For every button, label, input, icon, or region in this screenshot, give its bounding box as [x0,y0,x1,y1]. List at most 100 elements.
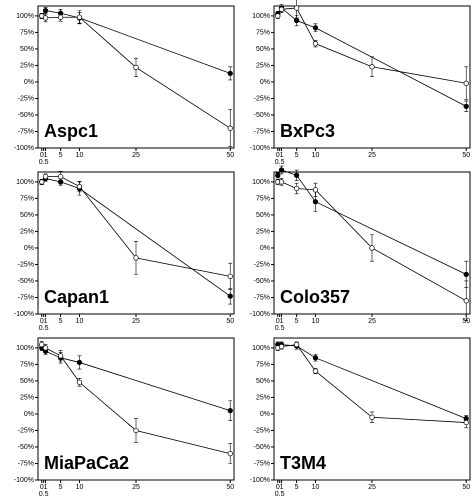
y-tick-label: 100% [252,345,270,352]
data-point [133,255,139,261]
data-point [39,341,45,348]
data-point [275,13,281,19]
y-tick-label: -25% [18,427,34,434]
series-line [277,344,467,423]
x-tick-label: 25 [368,152,376,159]
panel-title: BxPc3 [280,121,335,141]
y-tick-label: 50% [20,212,34,219]
y-tick-label: 0% [24,79,34,86]
y-tick-label: 25% [20,62,34,69]
panel-title: MiaPaCa2 [44,453,129,473]
y-tick-label: -50% [254,278,270,285]
data-point [369,64,375,70]
y-tick-label: 100% [16,179,34,186]
data-point [278,167,285,173]
data-point [57,14,64,20]
x-tick-label: 50 [462,318,470,325]
x-tick-label: 25 [368,318,376,325]
x-tick-label: 10 [312,318,320,325]
x-tick-label: 50 [226,152,234,159]
x-tick-label: 1 [44,152,48,159]
y-tick-label: 100% [252,179,270,186]
data-point [463,298,469,304]
y-tick-label: 25% [256,394,270,401]
y-tick-label: -75% [254,128,270,135]
x-tick-label: 5 [295,484,299,491]
y-tick-label: 50% [20,46,34,53]
x-tick-label: 5 [59,484,63,491]
x-tick-label: 25 [132,484,140,491]
x-tick-label: 0 [276,484,280,491]
x-tick-label: 5 [295,152,299,159]
y-tick-label: 100% [16,345,34,352]
data-point [42,15,49,21]
y-tick-label: -75% [18,294,34,301]
y-tick-label: -50% [254,444,270,451]
y-tick-label: -100% [14,145,34,152]
x-tick-label: 5 [59,318,63,325]
x-tick-label: 0 [40,318,44,325]
y-tick-label: 25% [256,62,270,69]
data-point [312,25,319,31]
data-point [227,450,233,457]
x-tick-label: 0.5 [275,159,285,166]
y-tick-label: 0% [260,79,270,86]
y-tick-label: -100% [14,477,34,484]
data-point [293,341,300,348]
data-point [278,343,285,350]
y-tick-label: -50% [18,444,34,451]
data-point [133,64,139,71]
y-tick-label: 0% [24,411,34,418]
data-point [227,125,233,131]
data-point [76,359,83,366]
data-point [76,379,83,385]
y-tick-label: 25% [256,228,270,235]
panel-title: T3M4 [280,453,326,473]
data-point [227,408,233,414]
data-point [57,353,64,359]
x-tick-label: 0 [40,484,44,491]
data-point [312,199,319,205]
data-point [312,40,319,47]
data-point [275,172,281,178]
data-point [42,345,49,351]
x-tick-label: 0 [40,152,44,159]
x-tick-label: 1 [44,318,48,325]
x-tick-label: 50 [226,318,234,325]
data-point [369,414,375,420]
series-line [41,178,231,297]
y-tick-label: 0% [260,411,270,418]
data-point [227,70,233,77]
data-point [463,419,469,426]
panel-title: Aspc1 [44,121,98,141]
x-tick-label: 10 [312,152,320,159]
data-point [39,179,45,185]
y-tick-label: -100% [14,311,34,318]
y-tick-label: 50% [256,378,270,385]
panel-title: Capan1 [44,287,109,307]
x-tick-label: 1 [280,484,284,491]
y-tick-label: 50% [256,212,270,219]
x-tick-label: 10 [76,484,84,491]
data-point [57,173,64,180]
y-tick-label: -50% [18,278,34,285]
y-tick-label: -25% [18,261,34,268]
series-line [277,344,467,419]
x-tick-label: 0.5 [39,325,49,332]
data-point [227,273,233,280]
y-tick-label: 50% [256,46,270,53]
y-tick-label: -50% [254,112,270,119]
y-tick-label: 25% [20,228,34,235]
data-point [293,5,300,11]
x-tick-label: 50 [226,484,234,491]
y-tick-label: -50% [18,112,34,119]
y-tick-label: 100% [16,13,34,20]
y-tick-label: -100% [250,477,270,484]
data-point [293,17,300,24]
x-tick-label: 0.5 [39,491,49,498]
data-point [463,103,469,110]
data-point [312,355,319,361]
x-tick-label: 25 [368,484,376,491]
data-point [227,293,233,299]
